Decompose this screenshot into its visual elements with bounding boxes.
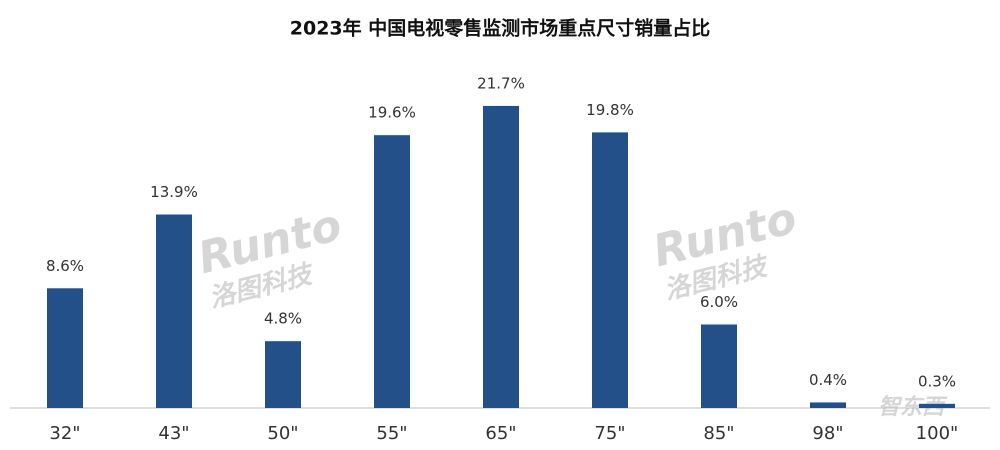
chart-title: 2023年 中国电视零售监测市场重点尺寸销量占比: [290, 17, 711, 40]
x-tick-label: 85": [703, 423, 734, 444]
x-tick-label: 55": [376, 423, 407, 444]
value-label: 6.0%: [700, 293, 738, 311]
bar: [156, 214, 192, 408]
bar: [47, 288, 83, 408]
value-label: 13.9%: [150, 183, 198, 201]
value-label: 0.4%: [809, 371, 847, 389]
bar: [810, 402, 846, 408]
x-tick-label: 32": [49, 423, 80, 444]
value-label: 8.6%: [46, 257, 84, 275]
x-tick-label: 98": [812, 423, 843, 444]
value-label: 21.7%: [477, 74, 525, 92]
value-label: 19.6%: [368, 104, 416, 122]
value-label: 19.8%: [586, 101, 634, 119]
bar: [483, 105, 519, 408]
bar: [592, 132, 628, 408]
x-tick-label: 65": [485, 423, 516, 444]
bar: [374, 135, 410, 408]
value-label: 4.8%: [264, 310, 302, 328]
x-tick-label: 50": [267, 423, 298, 444]
bar: [265, 341, 301, 408]
x-tick-label: 100": [916, 423, 959, 444]
value-label: 0.3%: [918, 372, 956, 390]
x-tick-label: 75": [594, 423, 625, 444]
x-tick-label: 43": [158, 423, 189, 444]
watermark: Runto 洛图科技 Runto 洛图科技 智东西: [193, 193, 948, 420]
bar: [919, 403, 955, 408]
bar: [701, 324, 737, 408]
